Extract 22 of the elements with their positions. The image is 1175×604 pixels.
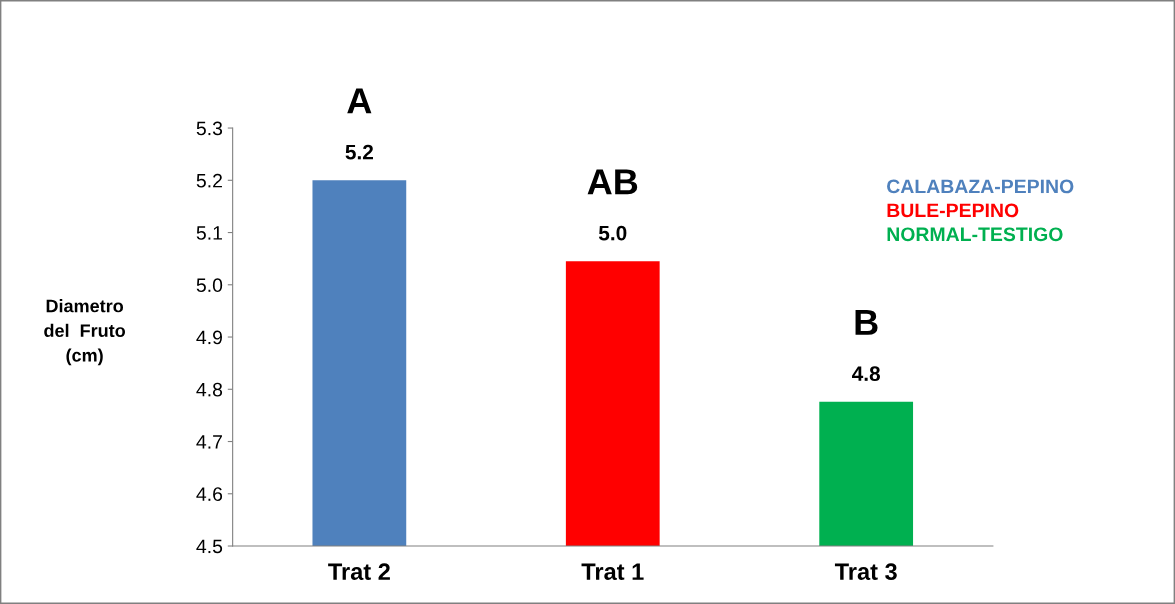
data-label: 5.2 [345,144,373,160]
y-axis-title: Diametro del Fruto (cm) [44,299,126,366]
text: NORMAL-TESTIGO [887,227,1063,242]
y-tick-label: 4.8 [196,382,223,397]
y-tick-label: 5.2 [196,173,222,188]
y-tick-label: 4.7 [196,435,222,449]
data-label: 4.8 [852,366,881,382]
x-tick-label: Trat 1 [581,563,644,581]
y-tick-label: 5.3 [196,121,223,136]
text: BULE-PEPINO [887,203,1019,218]
data-label: 5.0 [598,225,627,241]
annotation: B [855,309,878,335]
y-tick-label: 4.6 [196,487,223,502]
y-tick-label: 4.5 [196,539,223,554]
y-tick-label: 5.0 [196,278,223,293]
y-tick-label: 5.1 [196,226,222,240]
y-tick-label: 4.9 [196,330,223,345]
annotation: AB [587,169,638,195]
x-tick-label: Trat 3 [834,563,897,581]
text: CALABAZA-PEPINO [887,179,1074,194]
x-tick-label: Trat 2 [328,563,390,581]
text: A [347,88,372,114]
